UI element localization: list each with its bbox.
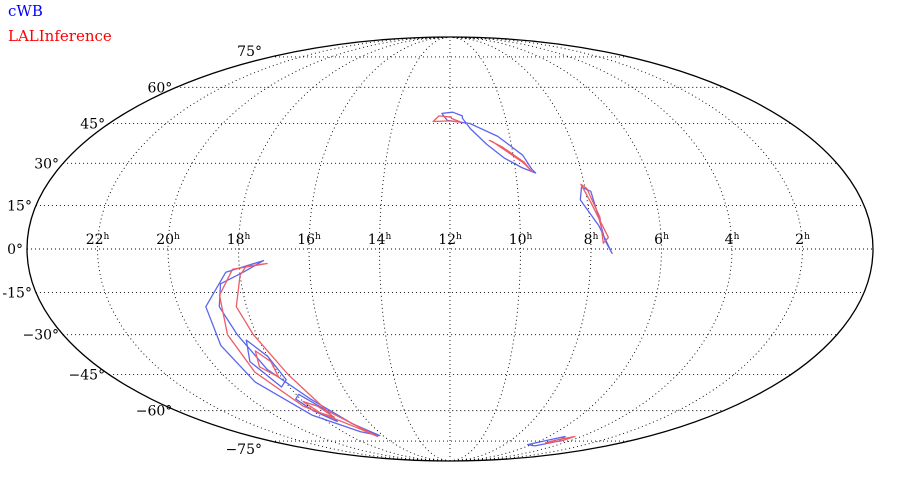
- dec-tick-label: -15°: [2, 285, 32, 301]
- ra-tick-label: 14h: [368, 232, 392, 248]
- ra-tick-label: 8h: [584, 232, 599, 248]
- cwb-contour: [245, 339, 287, 388]
- map-boundary: [26, 36, 874, 462]
- dec-tick-label: 60°: [147, 80, 172, 96]
- legend-lalinference: LALInference: [8, 27, 112, 45]
- dec-tick-label: 0°: [7, 242, 23, 258]
- cwb-contour: [205, 259, 381, 437]
- dec-tick-label: −60°: [136, 404, 173, 420]
- ra-tick-label: 2h: [795, 232, 810, 248]
- dec-tick-label: 15°: [7, 199, 32, 215]
- ra-tick-label: 10h: [509, 232, 533, 248]
- meridian-line: [449, 36, 521, 462]
- ra-tick-label: 22h: [86, 232, 110, 248]
- dec-tick-label: −45°: [69, 368, 106, 384]
- meridian-line: [308, 36, 451, 462]
- lalinference-contour: [432, 115, 462, 123]
- cwb-contour: [441, 111, 537, 174]
- dec-tick-label: −30°: [23, 328, 60, 344]
- ra-tick-label: 6h: [654, 232, 669, 248]
- graticule: [27, 36, 873, 462]
- meridian-line: [97, 36, 451, 462]
- dec-tick-label: 45°: [80, 116, 105, 132]
- lalinference-contour: [302, 400, 335, 418]
- cwb-contour: [579, 186, 613, 255]
- lalinference-contour: [580, 183, 610, 244]
- lalinference-contour: [218, 262, 379, 438]
- ra-tick-label: 12h: [438, 232, 462, 248]
- lalinference-contour: [488, 139, 533, 173]
- meridian-line: [449, 36, 803, 462]
- dec-tick-label: 75°: [237, 44, 262, 60]
- ra-tick-label: 16h: [297, 232, 321, 248]
- meridian-line: [238, 36, 451, 462]
- dec-tick-label: −75°: [225, 442, 262, 458]
- lalinference-contour: [254, 350, 280, 378]
- meridian-line: [449, 36, 592, 462]
- ra-tick-label: 20h: [156, 232, 180, 248]
- meridian-line: [379, 36, 451, 462]
- ra-tick-label: 18h: [227, 232, 251, 248]
- lalinference-contour: [544, 435, 576, 444]
- meridian-line: [449, 36, 662, 462]
- legend-cwb: cWB: [8, 2, 43, 20]
- ra-tick-label: 4h: [725, 232, 740, 248]
- dec-tick-label: 30°: [34, 156, 59, 172]
- sky-localization-contours: [205, 111, 613, 447]
- axis-labels: 22h 20h 18h 16h 14h 12h 10h 8h 6h 4h 2h 75° 60° 45° 30…: [2, 44, 810, 458]
